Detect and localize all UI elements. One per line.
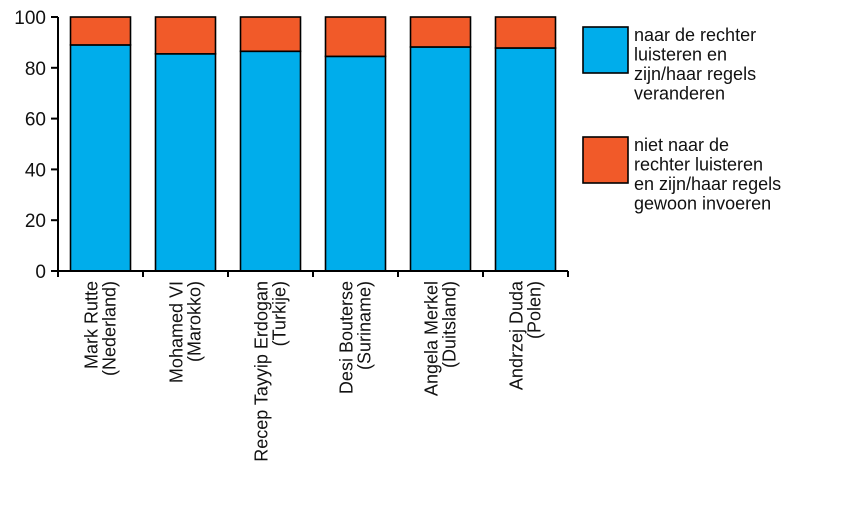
bar-segment-series-0-cat-4 — [409, 46, 472, 272]
bar-segment-series-1-cat-4 — [409, 16, 472, 48]
y-tick-label: 40 — [25, 160, 46, 181]
bar-segment-series-1-cat-3 — [324, 16, 387, 58]
category-label: Mark Rutte — [82, 281, 102, 369]
legend-label-0: naar de rechter — [634, 25, 756, 45]
category-labels-group: Mark Rutte(Nederland) Mohamed VI(Marokko)… — [82, 280, 545, 462]
legend-label-1: rechter luisteren — [634, 155, 763, 175]
legend-swatch-0 — [582, 26, 629, 74]
bar-segment-series-1-cat-5 — [494, 16, 557, 49]
legend-label-0: luisteren en — [634, 45, 727, 65]
y-tick-label: 80 — [25, 59, 46, 80]
category-label: Recep Tayyip Erdogan — [252, 281, 272, 462]
bar-segment-series-0-cat-1 — [154, 53, 217, 272]
bar-segment-series-0-cat-3 — [324, 55, 387, 272]
bar-segment-series-1-cat-0 — [69, 16, 132, 46]
category-label: (Marokko) — [185, 281, 205, 362]
category-label: (Polen) — [525, 281, 545, 339]
bar-segment-series-1-cat-1 — [154, 16, 217, 55]
legend-swatch-1 — [582, 136, 629, 184]
category-label: (Suriname) — [355, 281, 375, 370]
category-label: Angela Merkel — [422, 281, 442, 396]
bar-segment-series-1-cat-2 — [239, 16, 302, 53]
bars-group — [69, 16, 557, 272]
y-tick-label: 60 — [25, 110, 46, 131]
legend-label-0: veranderen — [634, 84, 725, 104]
axes-group: 0 20 40 60 80 100 — [14, 8, 569, 283]
bar-segment-series-0-cat-5 — [494, 47, 557, 272]
bar-segment-series-0-cat-2 — [239, 50, 302, 272]
y-tick-label: 100 — [14, 8, 46, 29]
bar-segment-series-0-cat-0 — [69, 44, 132, 272]
legend-label-0: zijn/haar regels — [634, 64, 756, 84]
category-label: Andrzej Duda — [507, 280, 527, 390]
category-label: (Nederland) — [100, 281, 120, 376]
y-tick-label: 0 — [35, 262, 46, 283]
legend-label-1: en zijn/haar regels — [634, 174, 781, 194]
legend-label-1: gewoon invoeren — [634, 194, 771, 214]
category-label: Desi Bouterse — [337, 281, 357, 394]
legend-label-1: niet naar de — [634, 135, 729, 155]
category-label: Mohamed VI — [167, 281, 187, 383]
category-label: (Duitsland) — [440, 281, 460, 368]
category-label: (Turkije) — [270, 281, 290, 346]
y-tick-label: 20 — [25, 211, 46, 232]
